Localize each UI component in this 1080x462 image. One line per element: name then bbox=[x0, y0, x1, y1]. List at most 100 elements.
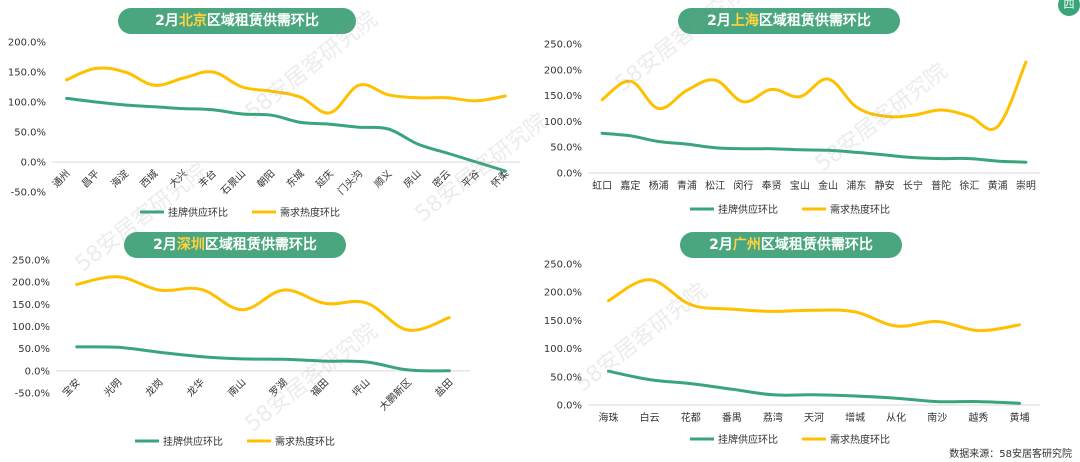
legend-label-demand: 需求热度环比 bbox=[280, 206, 340, 219]
series-line-demand bbox=[600, 60, 1028, 131]
y-tick-label: 100.0% bbox=[544, 117, 582, 128]
x-tick-label: 嘉定 bbox=[620, 179, 640, 192]
y-tick-label: 0.0% bbox=[557, 169, 582, 180]
title-suffix: 区域租赁供需环比 bbox=[760, 237, 873, 253]
x-tick-label: 番禺 bbox=[722, 412, 742, 424]
chart-svg: 250.0% 200.0% 150.0% 100.0% 50.0% 0.0% 海珠 白云 花都 番… bbox=[544, 260, 1040, 446]
x-tick-label: 荔湾 bbox=[763, 411, 783, 424]
x-tick-label: 门头沟 bbox=[335, 167, 365, 197]
x-tick-label: 通州 bbox=[50, 168, 73, 191]
x-tick-label: 增城 bbox=[845, 411, 865, 424]
chart-svg: 250.0% 200.0% 150.0% 100.0% 50.0% 0.0% -50.0% 宝… bbox=[12, 256, 470, 448]
x-tick-label: 浦东 bbox=[846, 179, 866, 192]
y-tick-label: 100.0% bbox=[8, 98, 46, 109]
y-tick-label: 150.0% bbox=[8, 68, 46, 79]
title-prefix: 2月 bbox=[153, 237, 177, 253]
x-tick-label: 黄埔 bbox=[1009, 411, 1029, 424]
x-tick-label: 青浦 bbox=[677, 179, 697, 192]
title-suffix: 区域租赁供需环比 bbox=[204, 237, 317, 253]
x-tick-label: 龙华 bbox=[184, 376, 207, 399]
x-tick-label: 平谷 bbox=[460, 168, 483, 191]
x-tick-label: 坪山 bbox=[349, 376, 372, 399]
x-tick-label: 虹口 bbox=[592, 180, 612, 192]
legend-label-demand: 需求热度环比 bbox=[275, 435, 335, 448]
chart-svg: 250.0% 200.0% 150.0% 100.0% 50.0% 0.0% 虹口 嘉定 杨浦青… bbox=[544, 40, 1040, 216]
y-tick-label: 50.0% bbox=[18, 344, 50, 355]
x-tick-label: 海淀 bbox=[108, 167, 131, 190]
x-tick-label: 福田 bbox=[308, 376, 331, 399]
title-prefix: 2月 bbox=[709, 237, 733, 253]
chart-panel-beijing: 2月北京区域租赁供需环比 200.0% 150.0% 100.0% 50.0% 0.0%… bbox=[0, 0, 540, 230]
chart-panel-guangzhou: 2月广州区域租赁供需环比 250.0% 200.0% 150.0% 100.0% 50.… bbox=[540, 230, 1080, 462]
source-note: 数据来源：58安居客研究院 bbox=[949, 449, 1072, 460]
y-tick-label: 250.0% bbox=[544, 260, 582, 271]
corner-badge[interactable]: 四 bbox=[1058, 0, 1080, 16]
x-tick-label: 白云 bbox=[640, 411, 660, 424]
title-prefix: 2月 bbox=[707, 13, 731, 29]
x-tick-label: 黄浦 bbox=[988, 179, 1008, 192]
series-line-demand bbox=[65, 66, 507, 115]
legend-label-demand: 需求热度环比 bbox=[830, 433, 890, 446]
legend-label-demand: 需求热度环比 bbox=[830, 203, 890, 216]
x-tick-label: 罗湖 bbox=[267, 376, 290, 399]
chart-panel-shanghai: 2月上海区域租赁供需环比 250.0% 200.0% 150.0% 100.0% 50.… bbox=[540, 0, 1080, 230]
y-tick-label: 0.0% bbox=[21, 158, 46, 169]
title-suffix: 区域租赁供需环比 bbox=[758, 13, 871, 29]
y-tick-label: 50.0% bbox=[14, 128, 46, 139]
x-tick-label: 盐田 bbox=[432, 376, 455, 399]
x-tick-label: 密云 bbox=[430, 167, 453, 190]
y-tick-label: -50.0% bbox=[15, 389, 50, 400]
x-tick-label: 顺义 bbox=[372, 168, 395, 191]
x-tick-label: 花都 bbox=[681, 411, 701, 424]
title-prefix: 2月 bbox=[155, 13, 179, 29]
x-tick-label: 海珠 bbox=[599, 411, 619, 424]
x-tick-label: 光明 bbox=[101, 376, 124, 399]
x-tick-label: 东城 bbox=[283, 167, 306, 190]
y-tick-label: 200.0% bbox=[8, 38, 46, 49]
x-tick-label: 普陀 bbox=[931, 179, 951, 192]
y-tick-label: 150.0% bbox=[12, 300, 50, 311]
x-tick-label: 南沙 bbox=[927, 411, 947, 424]
chart-title: 2月深圳区域租赁供需环比 bbox=[124, 232, 346, 258]
title-city: 上海 bbox=[730, 13, 759, 29]
y-tick-label: 0.0% bbox=[557, 401, 582, 412]
y-tick-label: 200.0% bbox=[12, 278, 50, 289]
x-tick-label: 从化 bbox=[886, 411, 906, 424]
y-tick-label: 100.0% bbox=[544, 344, 582, 355]
x-tick-label: 松江 bbox=[705, 179, 725, 192]
x-tick-label: 南山 bbox=[225, 376, 248, 399]
chart-title: 2月北京区域租赁供需环比 bbox=[118, 8, 356, 34]
series-line-demand bbox=[75, 275, 451, 332]
y-tick-label: 150.0% bbox=[544, 316, 582, 327]
title-city: 北京 bbox=[178, 13, 207, 29]
x-tick-label: 大鹏新区 bbox=[377, 376, 414, 413]
x-tick-label: 天河 bbox=[804, 412, 824, 424]
chart-title: 2月广州区域租赁供需环比 bbox=[680, 232, 902, 258]
legend-label-supply: 挂牌供应环比 bbox=[718, 433, 778, 446]
chart-title: 2月上海区域租赁供需环比 bbox=[678, 8, 900, 34]
x-tick-label: 房山 bbox=[400, 167, 423, 190]
x-tick-label: 杨浦 bbox=[649, 179, 669, 192]
x-tick-label: 龙岗 bbox=[142, 376, 165, 399]
y-tick-label: 100.0% bbox=[12, 322, 50, 333]
title-city: 深圳 bbox=[176, 237, 205, 253]
x-tick-label: 崇明 bbox=[1016, 180, 1036, 192]
x-tick-label: 金山 bbox=[818, 179, 838, 192]
legend-label-supply: 挂牌供应环比 bbox=[168, 206, 228, 219]
x-tick-label: 大兴 bbox=[166, 167, 189, 190]
y-tick-label: 150.0% bbox=[544, 91, 582, 102]
x-tick-label: 延庆 bbox=[313, 167, 336, 190]
y-tick-label: -50.0% bbox=[11, 188, 46, 199]
title-suffix: 区域租赁供需环比 bbox=[206, 13, 319, 29]
x-tick-label: 闵行 bbox=[733, 179, 753, 192]
x-tick-label: 徐汇 bbox=[959, 179, 979, 192]
x-tick-label: 越秀 bbox=[968, 411, 988, 424]
series-line-supply bbox=[65, 96, 507, 173]
y-tick-label: 250.0% bbox=[12, 256, 50, 267]
chart-svg: 200.0% 150.0% 100.0% 50.0% 0.0% -50.0% 通州 昌平 海淀西… bbox=[8, 38, 520, 219]
y-tick-label: 200.0% bbox=[544, 288, 582, 299]
x-tick-label: 静安 bbox=[875, 179, 895, 192]
x-tick-label: 昌平 bbox=[79, 168, 102, 191]
x-tick-label: 奉贤 bbox=[762, 179, 782, 192]
y-tick-label: 0.0% bbox=[25, 366, 50, 377]
